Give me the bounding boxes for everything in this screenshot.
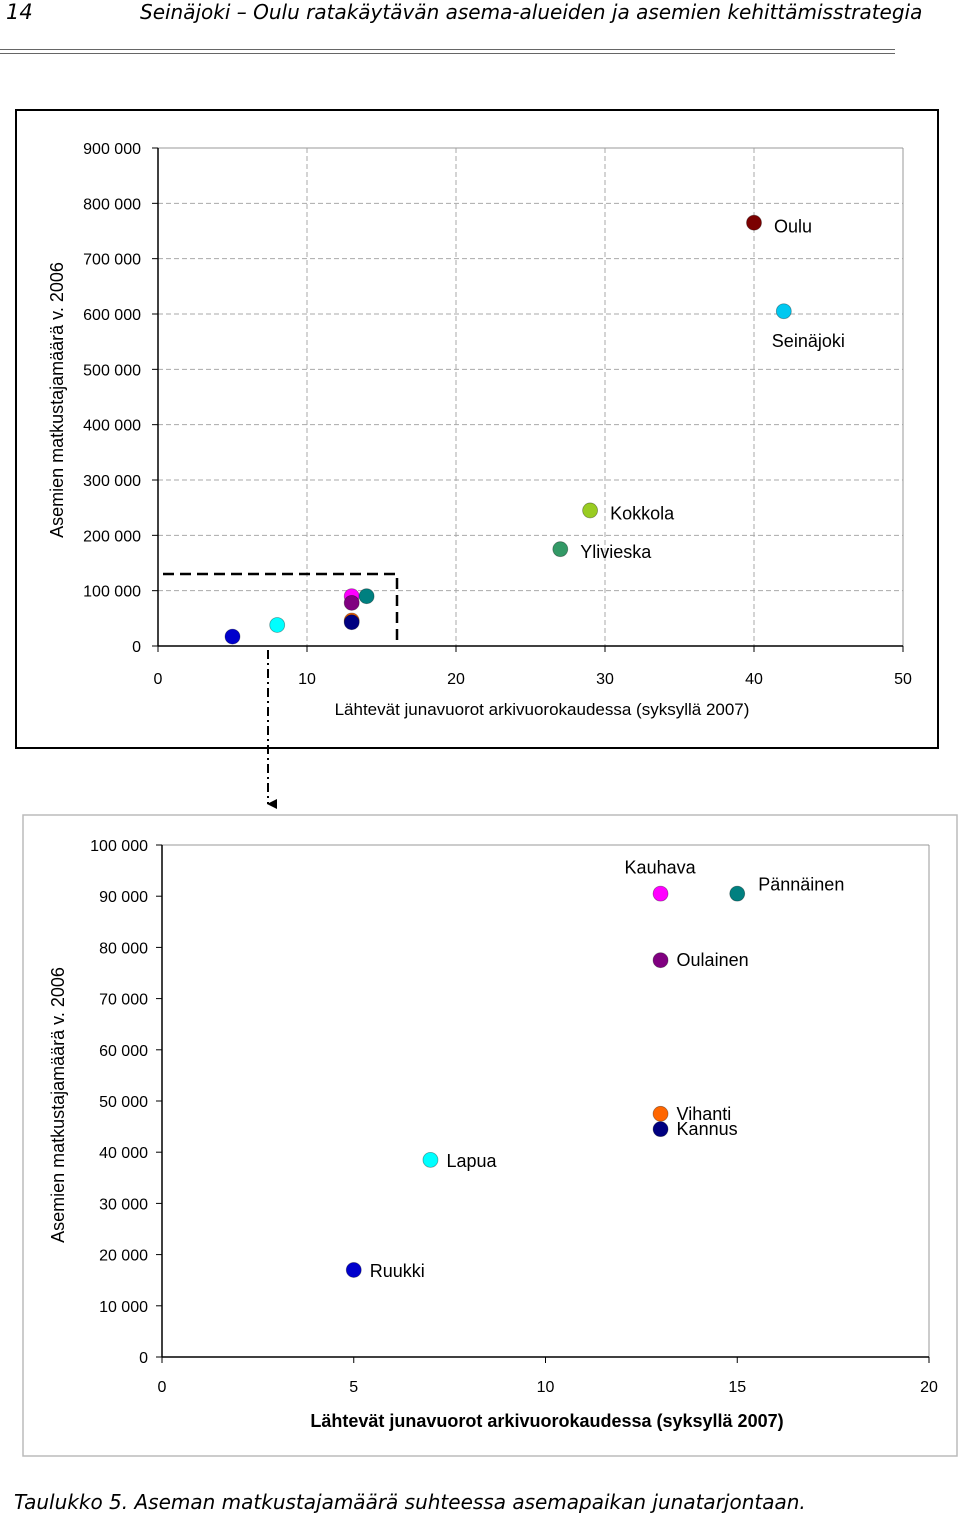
- data-point-unlabeled: [224, 628, 241, 645]
- x-tick-label: 30: [596, 671, 614, 688]
- x-tick-label: 20: [447, 671, 465, 688]
- data-label-kannus: Kannus: [677, 1119, 738, 1139]
- data-point-ruukki: [345, 1262, 362, 1278]
- y-tick-label: 10 000: [99, 1299, 148, 1316]
- data-point-unlabeled: [269, 617, 286, 633]
- x-tick-label: 0: [158, 1379, 167, 1396]
- data-label-lapua: Lapua: [446, 1151, 497, 1171]
- y-tick-label: 20 000: [99, 1248, 148, 1265]
- header-rule-top: [0, 49, 895, 50]
- x-tick-label: 5: [349, 1379, 358, 1396]
- y-tick-label: 200 000: [83, 528, 141, 545]
- y-tick-label: 0: [132, 639, 141, 656]
- y-tick-label: 400 000: [83, 418, 141, 435]
- data-point-ylivieska: [552, 541, 569, 558]
- data-point-vihanti: [652, 1105, 669, 1122]
- y-tick-label: 500 000: [83, 362, 141, 379]
- y-tick-label: 40 000: [99, 1145, 148, 1162]
- data-point-unlabeled: [358, 588, 375, 605]
- zoom-region-box: [163, 572, 399, 646]
- x-tick-label: 20: [920, 1379, 938, 1396]
- data-point-kokkola: [582, 502, 598, 519]
- y-tick-label: 600 000: [83, 307, 141, 324]
- y-tick-label: 60 000: [99, 1043, 148, 1060]
- data-label-ylivieska: Ylivieska: [580, 542, 652, 562]
- chart-overview-frame: [15, 109, 939, 749]
- data-label-vihanti: Vihanti: [677, 1104, 732, 1124]
- data-point-pannainen: [729, 885, 746, 902]
- chart-overview: 0 100 000 200 000 300 000 400 000 500 000 600 …: [15, 109, 939, 749]
- chart-overview-y-label: Asemien matkustajamäärä v. 2006: [47, 262, 67, 538]
- data-label-kokkola: Kokkola: [610, 503, 675, 523]
- data-label-pannainen: Pännäinen: [758, 875, 844, 895]
- data-point-kauhava: [652, 885, 669, 902]
- y-tick-label: 70 000: [99, 992, 148, 1009]
- data-point-oulu: [746, 214, 762, 231]
- data-label-ruukki: Ruukki: [370, 1261, 425, 1281]
- data-point-unlabeled: [343, 594, 360, 611]
- data-point-unlabeled: [343, 614, 360, 631]
- y-tick-label: 100 000: [83, 584, 141, 601]
- page-header-title: Seinäjoki – Oulu ratakäytävän asema-alue…: [140, 0, 923, 24]
- figure-caption: Taulukko 5. Aseman matkustajamäärä suhte…: [14, 1490, 806, 1514]
- y-tick-label: 50 000: [99, 1094, 148, 1111]
- y-tick-label: 0: [139, 1350, 148, 1367]
- data-point-lapua: [422, 1151, 439, 1168]
- y-tick-label: 700 000: [83, 252, 141, 269]
- data-label-seinajoki: Seinäjoki: [772, 331, 845, 351]
- header-rule-bottom: [0, 53, 895, 54]
- x-tick-label: 0: [154, 671, 163, 688]
- data-label-kauhava: Kauhava: [625, 858, 697, 878]
- y-tick-label: 100 000: [90, 838, 148, 855]
- x-tick-label: 15: [728, 1379, 746, 1396]
- data-point-seinajoki: [775, 303, 792, 320]
- page-number: 14: [6, 0, 33, 24]
- x-tick-label: 40: [745, 671, 763, 688]
- chart-overview-x-label: Lähtevät junavuorot arkivuorokaudessa (s…: [335, 700, 750, 719]
- data-label-oulainen: Oulainen: [677, 950, 749, 970]
- y-tick-label: 900 000: [83, 141, 141, 158]
- y-tick-label: 30 000: [99, 1196, 148, 1213]
- chart-detail-frame: [22, 814, 958, 1457]
- data-point-oulainen: [652, 952, 669, 969]
- chart-detail: 0 10 000 20 000 30 000 40 000 50 000 60 000 70 …: [22, 814, 958, 1457]
- x-tick-label: 10: [298, 671, 316, 688]
- y-tick-label: 300 000: [83, 473, 141, 490]
- chart-detail-y-label: Asemien matkustajamäärä v. 2006: [48, 967, 68, 1243]
- x-tick-label: 10: [537, 1379, 555, 1396]
- data-point-kannus: [652, 1121, 669, 1138]
- y-tick-label: 90 000: [99, 889, 148, 906]
- data-label-oulu: Oulu: [774, 217, 812, 237]
- y-tick-label: 800 000: [83, 196, 141, 213]
- chart-detail-x-label: Lähtevät junavuorot arkivuorokaudessa (s…: [310, 1411, 783, 1431]
- x-tick-label: 50: [894, 671, 912, 688]
- y-tick-label: 80 000: [99, 940, 148, 957]
